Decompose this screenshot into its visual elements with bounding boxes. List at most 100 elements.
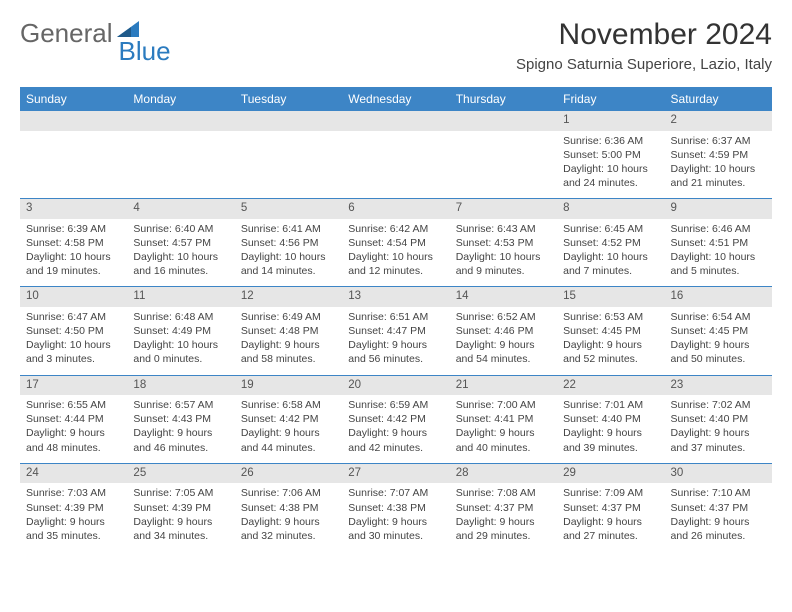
- sunset-text: Sunset: 4:45 PM: [563, 324, 658, 338]
- sunrise-text: Sunrise: 6:51 AM: [348, 310, 443, 324]
- daylight-text: Daylight: 9 hours and 44 minutes.: [241, 426, 336, 454]
- sunset-text: Sunset: 4:43 PM: [133, 412, 228, 426]
- calendar-cell: .: [342, 111, 449, 199]
- calendar-cell: 14Sunrise: 6:52 AMSunset: 4:46 PMDayligh…: [450, 287, 557, 375]
- sunset-text: Sunset: 4:44 PM: [26, 412, 121, 426]
- sunrise-text: Sunrise: 6:41 AM: [241, 222, 336, 236]
- day-number: 16: [665, 287, 772, 307]
- sunrise-text: Sunrise: 6:53 AM: [563, 310, 658, 324]
- calendar-cell: .: [20, 111, 127, 199]
- daylight-text: Daylight: 9 hours and 27 minutes.: [563, 515, 658, 543]
- day-number: 21: [450, 376, 557, 396]
- day-number: 8: [557, 199, 664, 219]
- sunset-text: Sunset: 4:39 PM: [26, 501, 121, 515]
- sunset-text: Sunset: 4:56 PM: [241, 236, 336, 250]
- location-subtitle: Spigno Saturnia Superiore, Lazio, Italy: [516, 56, 772, 73]
- daylight-text: Daylight: 10 hours and 16 minutes.: [133, 250, 228, 278]
- sunset-text: Sunset: 4:46 PM: [456, 324, 551, 338]
- day-number: 9: [665, 199, 772, 219]
- sunrise-text: Sunrise: 7:08 AM: [456, 486, 551, 500]
- calendar-cell: 1Sunrise: 6:36 AMSunset: 5:00 PMDaylight…: [557, 111, 664, 199]
- day-number: 1: [557, 111, 664, 131]
- daylight-text: Daylight: 10 hours and 19 minutes.: [26, 250, 121, 278]
- sunset-text: Sunset: 4:39 PM: [133, 501, 228, 515]
- calendar-cell: 2Sunrise: 6:37 AMSunset: 4:59 PMDaylight…: [665, 111, 772, 199]
- sunrise-text: Sunrise: 7:03 AM: [26, 486, 121, 500]
- day-number: 18: [127, 376, 234, 396]
- daylight-text: Daylight: 9 hours and 30 minutes.: [348, 515, 443, 543]
- daylight-text: Daylight: 9 hours and 29 minutes.: [456, 515, 551, 543]
- day-number: 23: [665, 376, 772, 396]
- day-number: 15: [557, 287, 664, 307]
- sunrise-text: Sunrise: 6:55 AM: [26, 398, 121, 412]
- day-header: Tuesday: [235, 87, 342, 111]
- sunrise-text: Sunrise: 7:00 AM: [456, 398, 551, 412]
- daylight-text: Daylight: 9 hours and 48 minutes.: [26, 426, 121, 454]
- daylight-text: Daylight: 9 hours and 46 minutes.: [133, 426, 228, 454]
- month-title: November 2024: [516, 18, 772, 52]
- sunset-text: Sunset: 4:42 PM: [348, 412, 443, 426]
- day-number: 11: [127, 287, 234, 307]
- sunrise-text: Sunrise: 6:54 AM: [671, 310, 766, 324]
- daylight-text: Daylight: 9 hours and 56 minutes.: [348, 338, 443, 366]
- sunset-text: Sunset: 4:40 PM: [671, 412, 766, 426]
- header: General Blue November 2024 Spigno Saturn…: [20, 18, 772, 73]
- sunrise-text: Sunrise: 6:42 AM: [348, 222, 443, 236]
- day-number: 14: [450, 287, 557, 307]
- calendar-cell: 26Sunrise: 7:06 AMSunset: 4:38 PMDayligh…: [235, 464, 342, 551]
- day-number: 3: [20, 199, 127, 219]
- brand-part1: General: [20, 18, 113, 49]
- sunset-text: Sunset: 4:51 PM: [671, 236, 766, 250]
- sunset-text: Sunset: 4:50 PM: [26, 324, 121, 338]
- calendar-cell: 7Sunrise: 6:43 AMSunset: 4:53 PMDaylight…: [450, 199, 557, 287]
- day-number: 20: [342, 376, 449, 396]
- sunset-text: Sunset: 4:52 PM: [563, 236, 658, 250]
- sunset-text: Sunset: 4:37 PM: [671, 501, 766, 515]
- daylight-text: Daylight: 9 hours and 34 minutes.: [133, 515, 228, 543]
- sunset-text: Sunset: 4:37 PM: [563, 501, 658, 515]
- day-number: 12: [235, 287, 342, 307]
- daylight-text: Daylight: 10 hours and 7 minutes.: [563, 250, 658, 278]
- daylight-text: Daylight: 9 hours and 39 minutes.: [563, 426, 658, 454]
- calendar-week: 10Sunrise: 6:47 AMSunset: 4:50 PMDayligh…: [20, 287, 772, 375]
- sunrise-text: Sunrise: 7:10 AM: [671, 486, 766, 500]
- brand-part2: Blue: [119, 36, 171, 67]
- day-number: 25: [127, 464, 234, 484]
- sunrise-text: Sunrise: 6:37 AM: [671, 134, 766, 148]
- calendar-week: 24Sunrise: 7:03 AMSunset: 4:39 PMDayligh…: [20, 464, 772, 551]
- title-block: November 2024 Spigno Saturnia Superiore,…: [516, 18, 772, 73]
- day-number: .: [450, 111, 557, 131]
- day-number: 2: [665, 111, 772, 131]
- day-number: 4: [127, 199, 234, 219]
- sunrise-text: Sunrise: 6:46 AM: [671, 222, 766, 236]
- day-number: 27: [342, 464, 449, 484]
- daylight-text: Daylight: 9 hours and 35 minutes.: [26, 515, 121, 543]
- calendar-cell: 20Sunrise: 6:59 AMSunset: 4:42 PMDayligh…: [342, 376, 449, 464]
- day-header: Wednesday: [342, 87, 449, 111]
- daylight-text: Daylight: 9 hours and 52 minutes.: [563, 338, 658, 366]
- sunrise-text: Sunrise: 7:07 AM: [348, 486, 443, 500]
- day-number: .: [342, 111, 449, 131]
- brand-logo: General Blue: [20, 18, 171, 49]
- day-number: 30: [665, 464, 772, 484]
- day-number: 5: [235, 199, 342, 219]
- day-number: 17: [20, 376, 127, 396]
- sunset-text: Sunset: 4:42 PM: [241, 412, 336, 426]
- sunrise-text: Sunrise: 6:52 AM: [456, 310, 551, 324]
- calendar-cell: 12Sunrise: 6:49 AMSunset: 4:48 PMDayligh…: [235, 287, 342, 375]
- daylight-text: Daylight: 10 hours and 0 minutes.: [133, 338, 228, 366]
- daylight-text: Daylight: 9 hours and 58 minutes.: [241, 338, 336, 366]
- calendar-cell: 29Sunrise: 7:09 AMSunset: 4:37 PMDayligh…: [557, 464, 664, 551]
- sunset-text: Sunset: 4:47 PM: [348, 324, 443, 338]
- calendar-week: .....1Sunrise: 6:36 AMSunset: 5:00 PMDay…: [20, 111, 772, 199]
- sunrise-text: Sunrise: 6:36 AM: [563, 134, 658, 148]
- day-header-row: SundayMondayTuesdayWednesdayThursdayFrid…: [20, 87, 772, 111]
- sunset-text: Sunset: 4:58 PM: [26, 236, 121, 250]
- calendar-cell: 9Sunrise: 6:46 AMSunset: 4:51 PMDaylight…: [665, 199, 772, 287]
- logo-triangle-icon: [117, 21, 139, 37]
- calendar-cell: 6Sunrise: 6:42 AMSunset: 4:54 PMDaylight…: [342, 199, 449, 287]
- calendar-cell: 19Sunrise: 6:58 AMSunset: 4:42 PMDayligh…: [235, 376, 342, 464]
- daylight-text: Daylight: 10 hours and 21 minutes.: [671, 162, 766, 190]
- sunset-text: Sunset: 4:37 PM: [456, 501, 551, 515]
- calendar-cell: 30Sunrise: 7:10 AMSunset: 4:37 PMDayligh…: [665, 464, 772, 551]
